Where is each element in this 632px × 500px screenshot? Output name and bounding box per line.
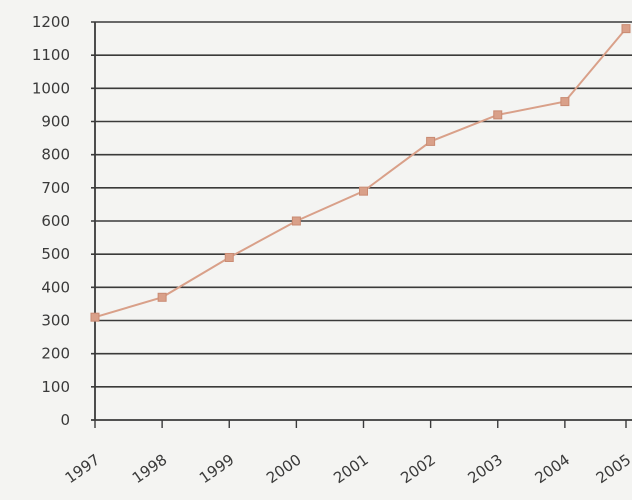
axes <box>91 22 632 428</box>
y-tick-label: 400 <box>41 278 70 296</box>
x-tick-label: 2003 <box>464 451 506 488</box>
y-tick-label: 200 <box>41 345 70 363</box>
data-point-2000 <box>291 216 301 226</box>
data-point-2003 <box>493 110 503 120</box>
y-tick-label: 1000 <box>32 79 70 97</box>
x-tick-label: 1999 <box>196 451 238 488</box>
data-point-2005 <box>621 24 631 34</box>
y-tick-label: 1100 <box>32 46 70 64</box>
y-tick-label: 0 <box>60 411 70 429</box>
x-tick-label: 1998 <box>129 451 171 488</box>
y-tick-label: 900 <box>41 113 70 131</box>
data-point-1999 <box>224 252 234 262</box>
x-tick-label: 1997 <box>62 451 104 488</box>
x-tick-label: 2001 <box>330 451 372 488</box>
y-tick-label: 1200 <box>32 13 70 31</box>
y-tick-label: 300 <box>41 312 70 330</box>
data-point-1997 <box>90 312 100 322</box>
x-tick-label: 2005 <box>593 451 632 488</box>
x-tick-label: 2004 <box>532 451 574 488</box>
gridlines <box>91 21 632 388</box>
y-tick-label: 600 <box>41 212 70 230</box>
data-point-2001 <box>359 186 368 196</box>
data-point-2002 <box>426 136 436 146</box>
x-tick-labels: 1997 1998 1999 2000 2001 2002 2003 2004 2005 <box>62 451 632 488</box>
y-tick-label: 500 <box>41 245 70 263</box>
series-line <box>94 27 627 319</box>
x-tick-label: 2002 <box>397 451 439 488</box>
series-layer <box>90 24 631 322</box>
y-tick-labels: 0 100 200 300 400 500 600 700 800 900 1000 1100 1200 <box>32 13 70 429</box>
y-tick-label: 800 <box>41 146 70 164</box>
x-tick-label: 2000 <box>263 451 305 488</box>
data-point-1998 <box>157 292 167 302</box>
y-tick-label: 100 <box>41 378 70 396</box>
data-point-2004 <box>560 97 570 107</box>
y-tick-label: 700 <box>41 179 70 197</box>
